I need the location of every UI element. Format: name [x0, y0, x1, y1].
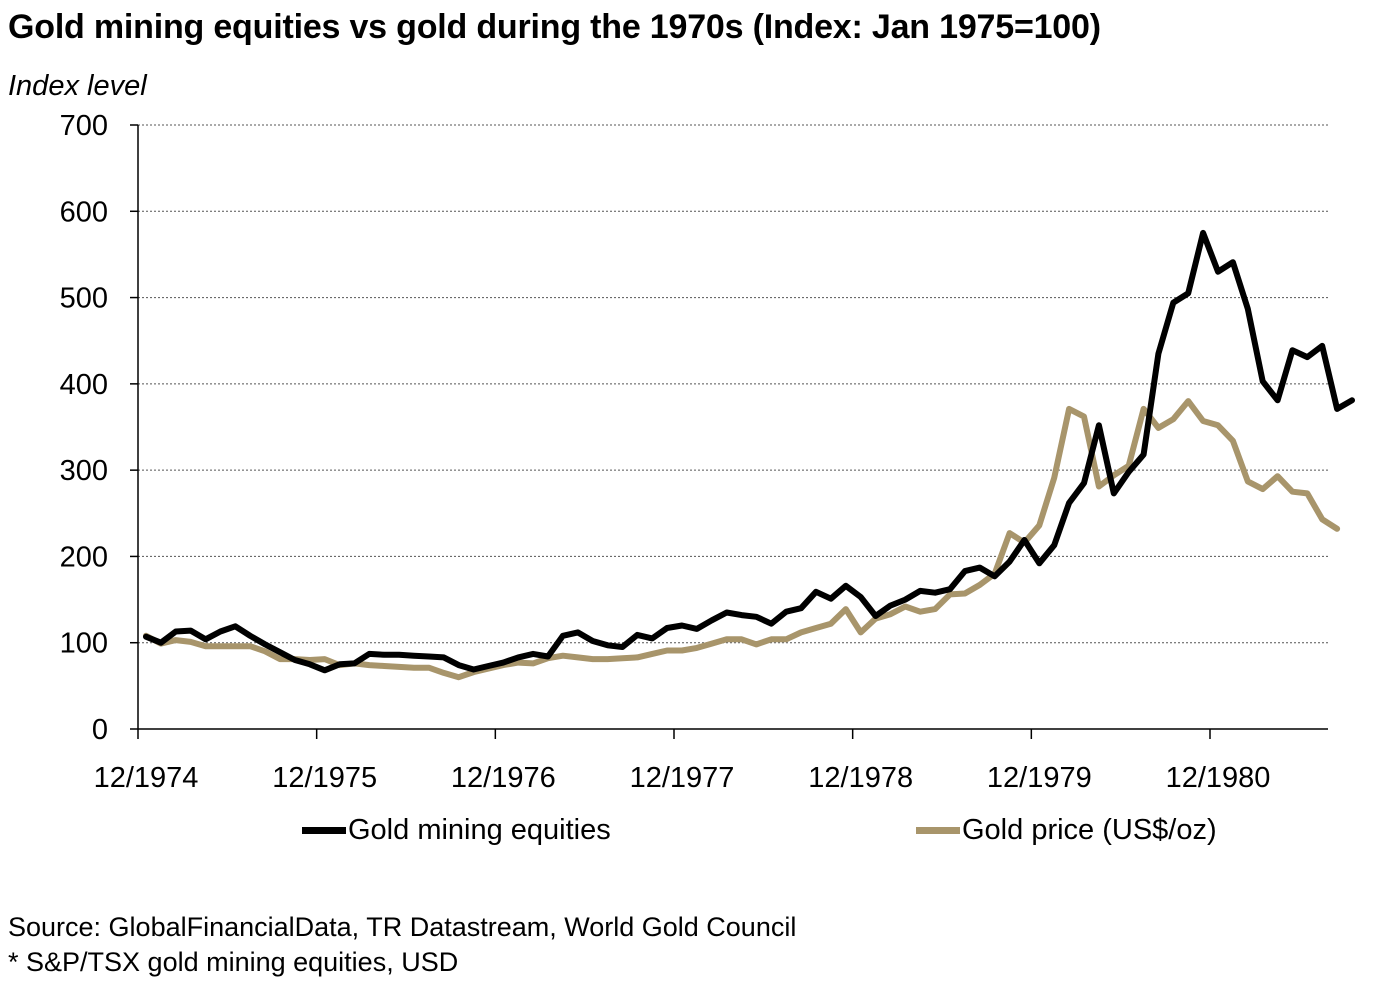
legend-label-gold-mining-equities: Gold mining equities	[348, 814, 611, 846]
x-tick-label: 12/1975	[272, 762, 377, 794]
legend-item-gold-mining-equities: Gold mining equities	[302, 814, 611, 847]
y-tick-label: 300	[60, 455, 108, 487]
x-tick-label: 12/1979	[987, 762, 1092, 794]
series-lines	[143, 229, 1355, 681]
y-tick-label: 0	[92, 714, 108, 746]
axes	[130, 124, 1328, 739]
y-tick-label: 700	[60, 110, 108, 142]
x-tick-labels: 12/1974 12/1975 12/1976 12/1977 12/1978 12/19…	[94, 762, 1271, 794]
source-note: Source: GlobalFinancialData, TR Datastre…	[8, 912, 797, 942]
x-tick-label: 12/1980	[1166, 762, 1271, 794]
x-tick-label: 12/1978	[808, 762, 913, 794]
series-line-gold-price	[143, 398, 1341, 681]
x-tick-label: 12/1974	[94, 762, 199, 794]
legend-label-gold-price: Gold price (US$/oz)	[962, 814, 1217, 846]
legend-swatch-gold-price	[916, 827, 960, 834]
y-tick-labels: 0 100 200 300 400 500 600 700	[60, 110, 108, 746]
y-tick-label: 200	[60, 541, 108, 573]
legend-swatch-gold-mining-equities	[302, 827, 346, 834]
chart-title: Gold mining equities vs gold during the …	[8, 8, 1101, 46]
footnote: * S&P/TSX gold mining equities, USD	[8, 947, 459, 977]
y-tick-label: 100	[60, 628, 108, 660]
y-axis-label: Index level	[8, 70, 147, 102]
gridlines	[138, 124, 1328, 644]
y-tick-label: 400	[60, 369, 108, 401]
series-line-gold-mining-equities	[143, 229, 1355, 674]
legend-item-gold-price: Gold price (US$/oz)	[916, 814, 1217, 847]
x-tick-label: 12/1976	[451, 762, 556, 794]
y-tick-label: 500	[60, 283, 108, 315]
y-tick-label: 600	[60, 196, 108, 228]
x-tick-label: 12/1977	[630, 762, 735, 794]
